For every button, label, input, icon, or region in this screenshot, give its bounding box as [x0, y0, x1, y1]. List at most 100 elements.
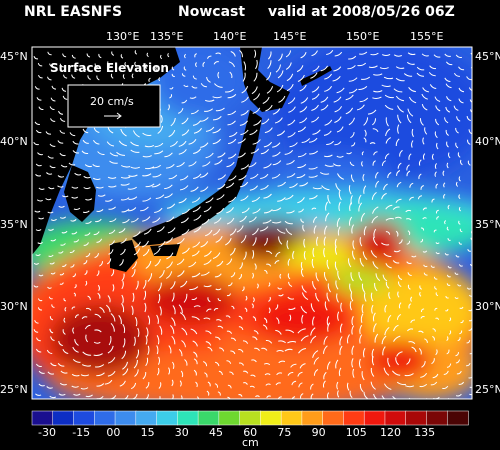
velocity-vector	[373, 393, 378, 399]
velocity-vector	[297, 328, 306, 334]
velocity-vector	[260, 226, 269, 232]
velocity-vector	[171, 335, 176, 345]
velocity-vector	[64, 307, 67, 312]
velocity-vector	[203, 206, 212, 213]
velocity-vector	[207, 297, 211, 303]
velocity-vector	[469, 352, 472, 355]
velocity-vector	[419, 118, 424, 126]
velocity-vector	[324, 73, 333, 80]
velocity-vector	[229, 71, 233, 79]
velocity-vector	[323, 130, 332, 136]
velocity-vector	[336, 381, 339, 390]
velocity-vector	[59, 152, 66, 157]
velocity-vector	[420, 308, 425, 313]
velocity-vector	[188, 161, 197, 167]
velocity-vector	[72, 273, 76, 278]
velocity-vector	[152, 173, 162, 178]
velocity-vector	[180, 370, 184, 378]
velocity-vector	[59, 216, 67, 219]
velocity-vector	[51, 85, 57, 90]
velocity-vector	[263, 163, 272, 169]
velocity-vector	[324, 301, 328, 311]
velocity-vector	[47, 286, 52, 289]
velocity-vector	[142, 155, 152, 158]
velocity-vector	[252, 336, 258, 341]
velocity-vector	[374, 282, 378, 292]
velocity-vector	[142, 173, 152, 177]
velocity-vector	[338, 367, 342, 377]
velocity-vector	[287, 119, 296, 126]
velocity-vector	[264, 127, 273, 134]
velocity-vector	[325, 212, 330, 222]
colorbar-swatch	[135, 410, 158, 426]
velocity-vector	[131, 269, 136, 278]
velocity-vector	[205, 197, 214, 204]
velocity-vector	[323, 271, 328, 282]
velocity-vector	[299, 106, 308, 113]
velocity-vector	[351, 345, 355, 355]
velocity-vector	[466, 116, 471, 122]
velocity-vector	[285, 329, 295, 334]
velocity-vector	[106, 258, 112, 265]
colorbar-tick-label: 105	[346, 426, 367, 439]
velocity-vector	[395, 66, 405, 69]
velocity-vector	[156, 335, 160, 345]
velocity-vector	[201, 271, 210, 276]
velocity-vector	[120, 183, 130, 186]
velocity-vector	[288, 97, 296, 105]
velocity-vector	[82, 139, 89, 144]
velocity-vector	[424, 338, 428, 343]
velocity-vector	[300, 393, 304, 399]
velocity-vector	[200, 83, 207, 88]
velocity-vector	[213, 61, 219, 65]
velocity-vector	[458, 87, 465, 93]
velocity-vector	[336, 126, 344, 133]
velocity-vector	[276, 84, 284, 93]
velocity-vector	[104, 379, 113, 385]
velocity-vector	[59, 282, 64, 285]
colorbar-swatch	[177, 410, 199, 426]
velocity-vector	[166, 261, 173, 269]
velocity-vector	[226, 293, 231, 297]
velocity-vector	[226, 207, 234, 214]
velocity-vector	[237, 152, 246, 158]
velocity-vector	[83, 187, 91, 190]
velocity-vector	[81, 150, 89, 155]
velocity-vector	[35, 393, 42, 396]
velocity-vector	[92, 177, 101, 181]
velocity-vector	[230, 51, 236, 57]
velocity-vector	[168, 129, 176, 138]
colorbar-swatch	[322, 410, 345, 426]
velocity-vector	[359, 51, 368, 55]
velocity-vector	[291, 396, 296, 399]
velocity-vector	[442, 385, 449, 390]
velocity-vector	[458, 220, 461, 225]
velocity-vector	[324, 85, 333, 92]
velocity-vector	[265, 339, 273, 344]
velocity-vector	[178, 108, 184, 114]
velocity-vector	[297, 164, 307, 169]
velocity-vector	[35, 363, 42, 367]
velocity-vector	[422, 217, 427, 220]
velocity-vector	[251, 86, 258, 95]
velocity-vector	[107, 127, 114, 134]
velocity-vector	[309, 137, 318, 143]
velocity-vector	[311, 93, 320, 100]
velocity-vector	[303, 250, 306, 260]
velocity-vector	[411, 255, 417, 258]
velocity-vector	[458, 176, 461, 182]
velocity-vector	[383, 76, 394, 80]
velocity-vector	[180, 217, 189, 224]
velocity-vector	[393, 324, 399, 332]
velocity-vector	[219, 347, 225, 352]
velocity-vector	[156, 345, 159, 355]
velocity-vector	[119, 259, 124, 267]
velocity-vector	[286, 159, 295, 165]
velocity-vector	[116, 151, 126, 156]
velocity-vector	[120, 238, 127, 244]
velocity-vector	[249, 385, 255, 388]
velocity-vector	[361, 283, 366, 293]
velocity-vector	[279, 273, 282, 279]
velocity-vector	[158, 240, 166, 248]
velocity-vector	[361, 304, 364, 314]
